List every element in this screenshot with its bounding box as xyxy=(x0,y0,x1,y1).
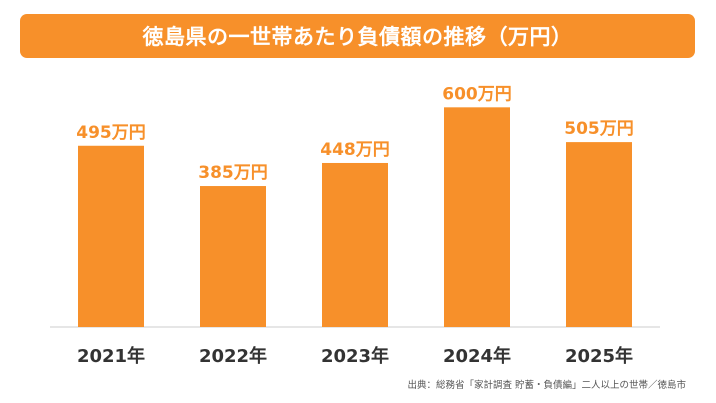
bar-5 xyxy=(566,142,632,327)
data-label-2: 385万円 xyxy=(198,163,268,183)
data-label-5: 505万円 xyxy=(564,119,634,139)
x-tick-label-3: 2023年 xyxy=(321,345,389,367)
x-tick-label-1: 2021年 xyxy=(77,345,145,367)
title-banner: 徳島県の一世帯あたり負債額の推移（万円） xyxy=(20,14,695,58)
bar-3 xyxy=(322,162,388,327)
x-tick-label-2: 2022年 xyxy=(199,345,267,367)
data-label-1: 495万円 xyxy=(76,123,146,143)
chart-title: 徳島県の一世帯あたり負債額の推移（万円） xyxy=(142,25,573,49)
data-label-3: 448万円 xyxy=(320,140,390,160)
x-tick-label-4: 2024年 xyxy=(443,345,511,367)
data-label-4: 600万円 xyxy=(442,84,512,104)
bar-2 xyxy=(200,186,266,327)
x-tick-label-5: 2025年 xyxy=(565,345,633,367)
bar-4 xyxy=(444,107,510,328)
bar-1 xyxy=(78,145,144,327)
source-note: 出典：総務省「家計調査 貯蓄・負債編」二人以上の世帯／徳島市 xyxy=(407,380,686,391)
